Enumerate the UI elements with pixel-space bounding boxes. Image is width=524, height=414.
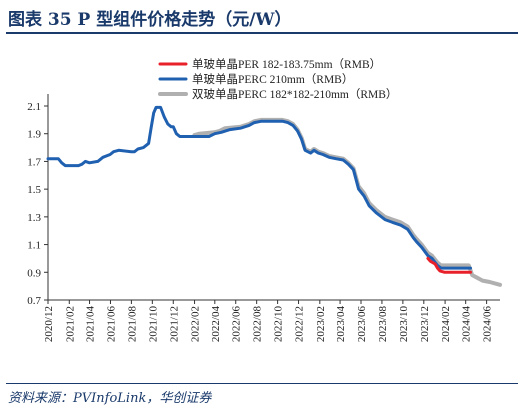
x-tick-label: 2024/04 — [461, 306, 473, 343]
series-line-3 — [192, 117, 502, 287]
x-tick-label: 2021/06 — [105, 306, 117, 343]
y-tick-label: 1.3 — [27, 212, 41, 224]
y-tick-label: 1.9 — [27, 129, 41, 141]
x-tick-label: 2022/08 — [252, 306, 264, 343]
legend-label-3: 双玻单晶PERC 182*182-210mm（RMB） — [192, 88, 397, 101]
y-tick-label: 0.7 — [27, 295, 41, 307]
x-tick-label: 2021/02 — [64, 306, 76, 342]
y-tick-label: 1.1 — [27, 240, 41, 252]
chart-axes: 0.7 0.9 1.1 1.3 1.5 1.7 1.9 2.1 2020/12 2021/02 20… — [27, 94, 500, 342]
x-tick-label: 2021/08 — [126, 306, 138, 343]
y-tick-label: 2.1 — [27, 101, 41, 113]
figure-title: 图表 35 P 型组件价格走势（元/W） — [8, 10, 292, 30]
x-tick-label: 2023/12 — [419, 306, 431, 342]
y-tick-label: 1.7 — [27, 156, 41, 168]
x-tick-label: 2021/10 — [147, 306, 159, 343]
x-tick-label: 2022/06 — [231, 306, 243, 343]
x-tick-label: 2024/06 — [482, 306, 494, 343]
x-tick-label: 2023/06 — [356, 306, 368, 343]
title-rule — [6, 32, 518, 34]
source-rule — [6, 383, 518, 384]
x-tick-label: 2024/02 — [440, 306, 452, 342]
legend-label-1: 单玻单晶PER 182-183.75mm（RMB） — [192, 58, 381, 71]
chart-series-lines — [46, 105, 502, 287]
x-tick-label: 2023/02 — [315, 306, 327, 342]
legend-label-2: 单玻单晶PERC 210mm（RMB） — [192, 73, 353, 86]
x-tick-label: 2020/12 — [43, 306, 55, 342]
x-tick-label: 2021/12 — [168, 306, 180, 342]
x-tick-label: 2023/04 — [335, 306, 347, 343]
x-tick-label: 2022/10 — [273, 306, 285, 343]
x-tick-label: 2023/08 — [377, 306, 389, 343]
x-tick-label: 2022/02 — [190, 306, 202, 342]
chart-legend: 单玻单晶PER 182-183.75mm（RMB） 单玻单晶PERC 210mm（… — [158, 58, 397, 101]
y-tick-label: 0.9 — [27, 267, 41, 279]
x-tick-label: 2022/12 — [294, 306, 306, 342]
x-tick-label: 2022/04 — [210, 306, 222, 343]
y-tick-label: 1.5 — [27, 184, 41, 196]
source-note: 资料来源：PVInfoLink，华创证券 — [8, 391, 212, 406]
x-tick-label: 2021/04 — [85, 306, 97, 343]
series-line-2 — [46, 105, 472, 270]
series-line-1 — [426, 256, 472, 274]
x-tick-label: 2023/10 — [398, 306, 410, 343]
